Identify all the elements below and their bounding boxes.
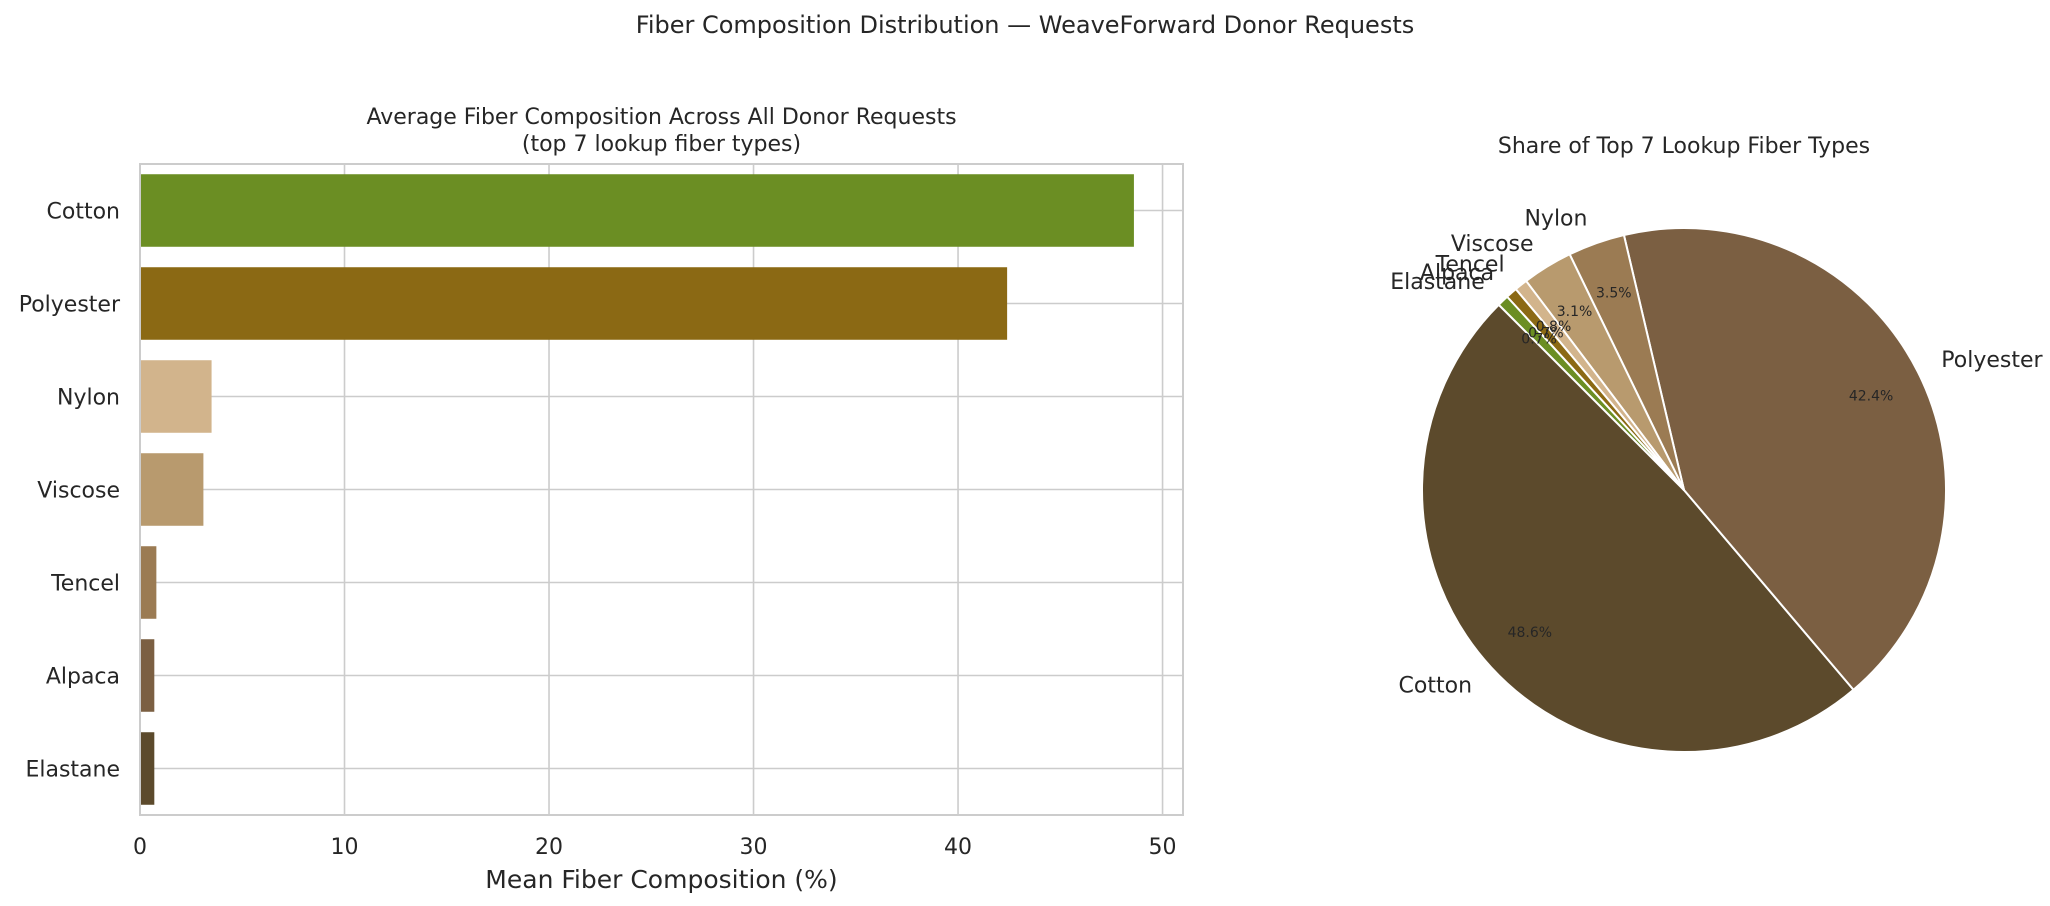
figure-title: Fiber Composition Distribution — WeaveFo… [636,11,1414,39]
x-tick-label: 50 [1149,835,1177,860]
pie-percent-tencel: 0.8% [1536,319,1572,335]
bar-nylon [140,360,212,433]
y-tick-label: Nylon [57,386,120,411]
x-tick-label: 20 [535,835,563,860]
bar-chart-subtitle: (top 7 lookup fiber types) [522,132,801,157]
pie-label-polyester: Polyester [1941,348,2043,373]
bar-chart: Average Fiber Composition Across All Don… [19,105,1184,894]
pie-chart: Share of Top 7 Lookup Fiber Types Cotton 4… [1390,134,2044,753]
pie-percent-alpaca: 0.7% [1528,325,1564,341]
y-tick-label: Cotton [47,200,120,225]
bar-polyester [140,267,1008,340]
pie-percent-elastane: 0.7% [1521,332,1557,348]
pie-label-tencel: Tencel [1435,252,1505,277]
bar-alpaca [140,639,155,712]
y-tick-label: Tencel [50,572,120,597]
bar-cotton [140,174,1134,247]
pie-slice-elastane [1497,295,1685,491]
x-tick-label: 40 [944,835,972,860]
plot-frame [139,163,1184,816]
pie-label-viscose: Viscose [1451,232,1534,257]
y-tick-label: Viscose [37,479,120,504]
y-tick-label: Polyester [19,293,121,318]
pie-label-elastane: Elastane [1390,270,1485,295]
pie-label-alpaca: Alpaca [1420,261,1494,286]
pie-percent-viscose: 3.1% [1557,304,1593,320]
x-tick-label: 0 [133,835,147,860]
x-axis-label: Mean Fiber Composition (%) [485,865,837,894]
y-tick-label: Alpaca [46,665,120,690]
pie-label-nylon: Nylon [1524,206,1587,231]
pie-slice-polyester [1622,227,1948,691]
bar-viscose [140,453,204,526]
x-tick-label: 30 [740,835,768,860]
pie-percent-nylon: 3.5% [1596,286,1632,302]
pie-percent-cotton: 48.6% [1508,625,1552,641]
pie-slice-cotton [1421,303,1855,753]
bar-chart-title: Average Fiber Composition Across All Don… [366,105,956,130]
bar-elastane [140,732,155,805]
x-tick-label: 10 [331,835,359,860]
y-tick-label: Elastane [25,758,120,783]
pie-label-cotton: Cotton [1399,673,1472,698]
pie-percent-polyester: 42.4% [1849,389,1893,405]
pie-chart-title: Share of Top 7 Lookup Fiber Types [1498,134,1870,159]
bar-tencel [140,546,157,619]
